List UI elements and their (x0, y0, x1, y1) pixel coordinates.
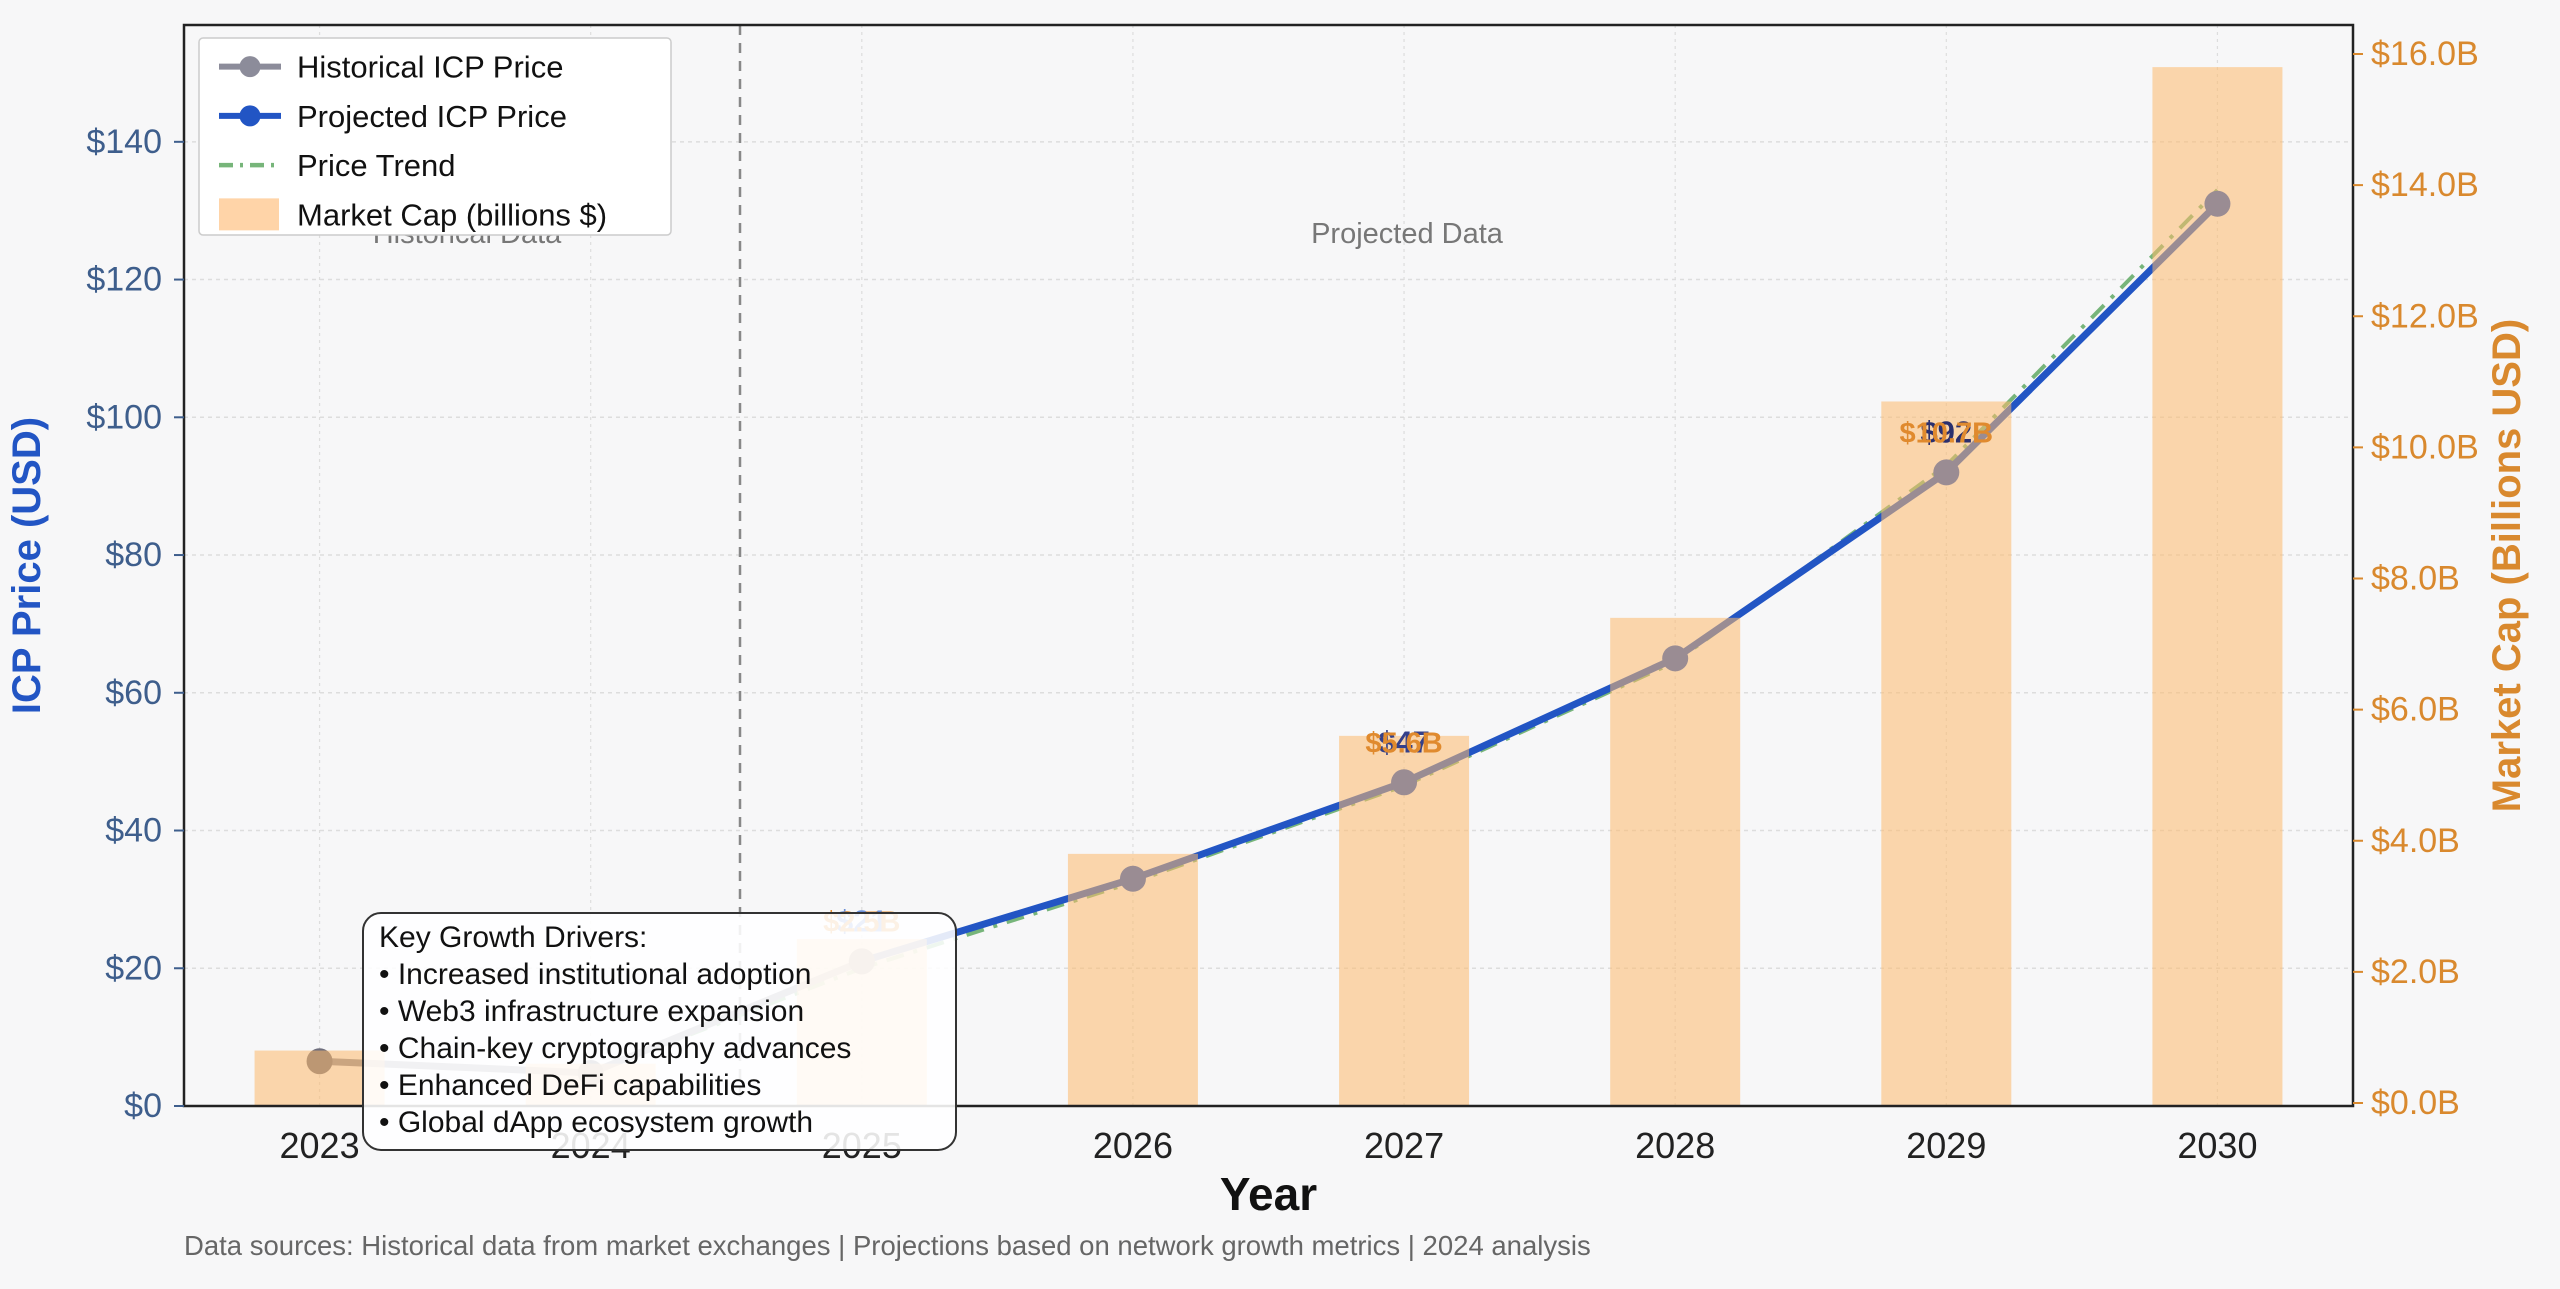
svg-text:$4.0B: $4.0B (2371, 822, 2460, 860)
svg-text:Key Growth Drivers:: Key Growth Drivers: (379, 921, 647, 954)
svg-text:2027: 2027 (1364, 1125, 1444, 1166)
svg-text:$60: $60 (105, 674, 162, 712)
svg-text:• Web3 infrastructure expansio: • Web3 infrastructure expansion (379, 995, 804, 1028)
svg-text:Projected ICP Price: Projected ICP Price (297, 99, 567, 134)
svg-text:$0.0B: $0.0B (2371, 1084, 2460, 1122)
svg-text:$0: $0 (124, 1087, 162, 1125)
svg-text:2023: 2023 (280, 1125, 360, 1166)
svg-text:Market Cap (Billions USD): Market Cap (Billions USD) (2485, 319, 2529, 812)
svg-text:2028: 2028 (1635, 1125, 1715, 1166)
svg-text:Data sources: Historical data: Data sources: Historical data from marke… (184, 1230, 1591, 1261)
svg-text:$140: $140 (86, 123, 162, 161)
svg-text:• Chain-key cryptography advan: • Chain-key cryptography advances (379, 1032, 851, 1065)
svg-text:2029: 2029 (1906, 1125, 1986, 1166)
svg-text:$8.0B: $8.0B (2371, 560, 2460, 598)
svg-text:$5.6B: $5.6B (1365, 727, 1442, 759)
svg-text:2030: 2030 (2177, 1125, 2257, 1166)
svg-text:$10.7B: $10.7B (1900, 417, 1994, 449)
svg-text:Price Trend: Price Trend (297, 148, 456, 183)
svg-text:Market Cap (billions $): Market Cap (billions $) (297, 197, 607, 232)
svg-text:$40: $40 (105, 812, 162, 850)
svg-text:$2.0B: $2.0B (2371, 953, 2460, 991)
svg-text:$16.0B: $16.0B (2371, 35, 2479, 73)
svg-text:$12.0B: $12.0B (2371, 297, 2479, 335)
svg-text:• Global dApp ecosystem growth: • Global dApp ecosystem growth (379, 1106, 813, 1139)
svg-text:$20: $20 (105, 949, 162, 987)
svg-text:$10.0B: $10.0B (2371, 428, 2479, 466)
svg-text:• Increased institutional adop: • Increased institutional adoption (379, 958, 811, 991)
svg-text:Historical ICP Price: Historical ICP Price (297, 50, 563, 85)
svg-text:$120: $120 (86, 261, 162, 299)
svg-text:• Enhanced DeFi capabilities: • Enhanced DeFi capabilities (379, 1069, 761, 1102)
svg-text:$6.0B: $6.0B (2371, 691, 2460, 729)
svg-text:$14.0B: $14.0B (2371, 166, 2479, 204)
svg-text:2026: 2026 (1093, 1125, 1173, 1166)
svg-text:Projected Data: Projected Data (1311, 218, 1504, 250)
svg-text:Year: Year (1220, 1168, 1317, 1220)
svg-text:$100: $100 (86, 398, 162, 436)
svg-text:$80: $80 (105, 536, 162, 574)
svg-text:ICP Price (USD): ICP Price (USD) (5, 417, 49, 714)
